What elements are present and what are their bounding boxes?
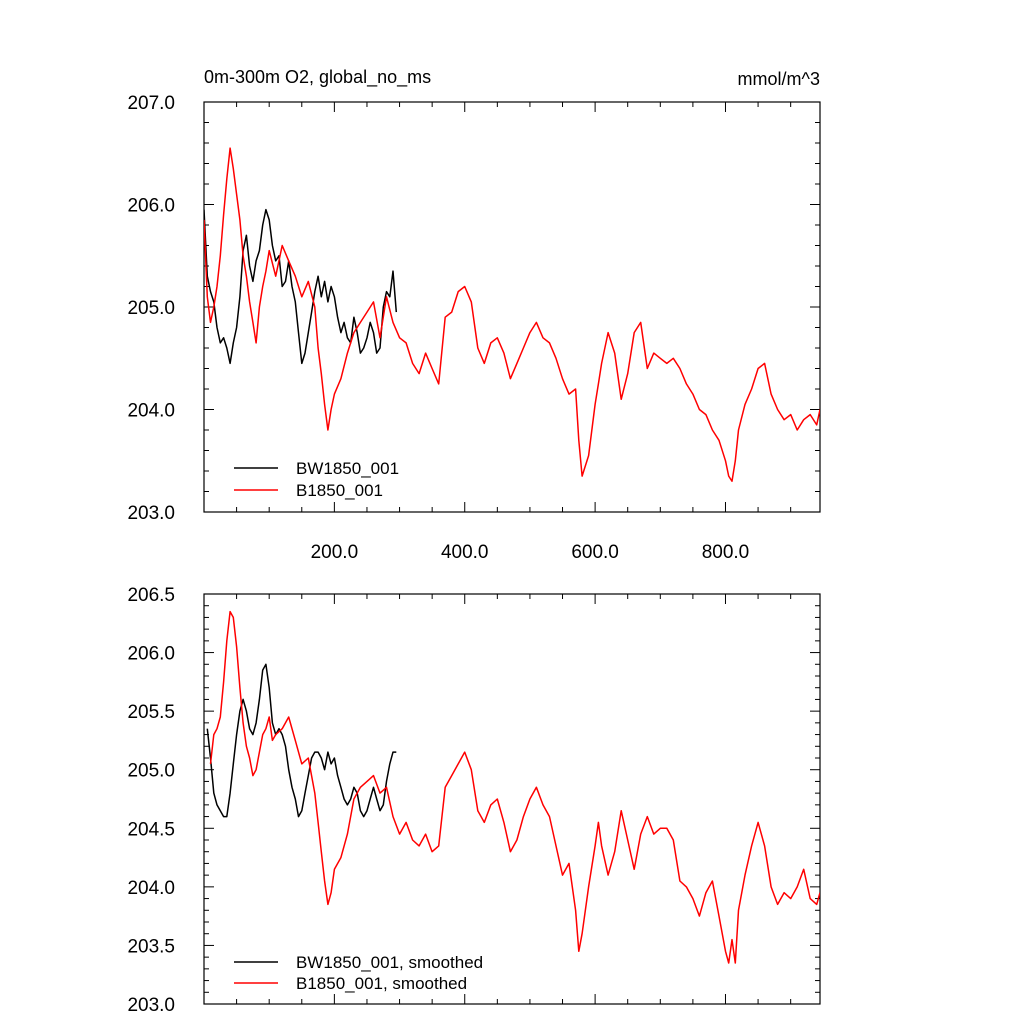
y-tick-label: 205.0 (127, 298, 175, 319)
legend-label: BW1850_001 (296, 459, 399, 478)
series-line-b1850 (209, 610, 820, 964)
x-tick-label: 200.0 (311, 542, 359, 563)
y-tick-label: 206.5 (127, 585, 175, 606)
series-line-bw1850 (204, 208, 398, 365)
y-tick-label: 204.0 (127, 401, 175, 422)
series-line-b1850 (204, 147, 820, 482)
y-tick-label: 204.5 (127, 819, 175, 840)
y-tick-label: 203.0 (127, 503, 175, 524)
bottom-panel: 203.0 203.5 204.0 204.5 205.0 205.5 206.0 206.5… (127, 585, 821, 1016)
chart-title-left: 0m-300m O2, global_no_ms (204, 67, 431, 88)
y-tick-label: 205.5 (127, 702, 175, 723)
y-tick-label: 206.0 (127, 644, 175, 665)
x-tick-label: 600.0 (571, 542, 619, 563)
legend-label: B1850_001 (296, 481, 383, 500)
legend-label: BW1850_001, smoothed (296, 953, 483, 972)
x-tick-label: 800.0 (702, 542, 750, 563)
y-tick-label: 203.5 (127, 936, 175, 957)
x-tick-label: 400.0 (441, 542, 489, 563)
y-tick-label: 203.0 (127, 995, 175, 1016)
y-tick-label: 204.0 (127, 878, 175, 899)
y-tick-label: 207.0 (127, 93, 175, 114)
plot-frame (203, 593, 821, 1005)
y-tick-label: 206.0 (127, 196, 175, 217)
top-panel: 200.0 400.0 600.0 800.0 203.0 204.0 205.0 206.0… (127, 93, 821, 563)
series-line-bw1850 (206, 663, 397, 818)
y-tick-label: 205.0 (127, 761, 175, 782)
legend-label: B1850_001, smoothed (296, 974, 467, 993)
chart-title-right-units: mmol/m^3 (738, 69, 820, 89)
